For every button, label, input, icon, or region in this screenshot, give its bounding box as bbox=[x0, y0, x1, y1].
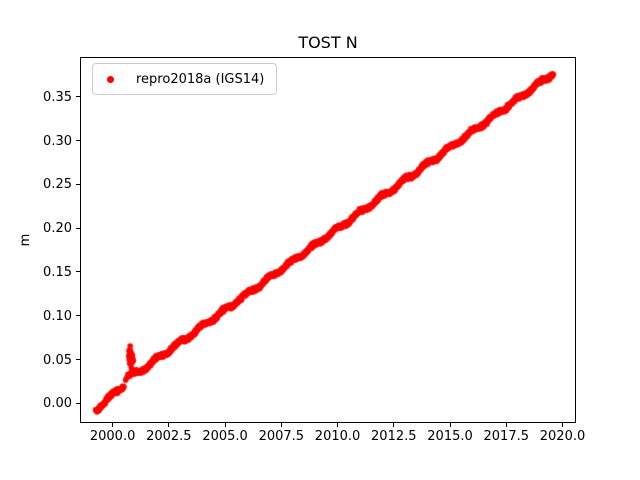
legend: repro2018a (IGS14) bbox=[92, 63, 278, 95]
x-tick-mark bbox=[112, 423, 114, 427]
x-tick-label: 2017.5 bbox=[483, 429, 530, 444]
y-tick-mark bbox=[76, 96, 80, 98]
y-tick-mark bbox=[76, 359, 80, 361]
y-tick-label: 0.10 bbox=[43, 308, 72, 324]
y-tick-label: 0.05 bbox=[43, 352, 72, 368]
y-tick-mark bbox=[76, 227, 80, 229]
x-tick-mark bbox=[393, 423, 395, 427]
x-tick-label: 2007.5 bbox=[258, 429, 305, 444]
x-tick-label: 2020.0 bbox=[539, 429, 586, 444]
x-tick-label: 2015.0 bbox=[427, 429, 473, 444]
x-tick-mark bbox=[224, 423, 226, 427]
y-tick-mark bbox=[76, 402, 80, 404]
y-tick-label: 0.35 bbox=[43, 89, 72, 105]
legend-entry-label: repro2018a (IGS14) bbox=[136, 71, 265, 87]
x-tick-mark bbox=[505, 423, 507, 427]
y-tick-mark bbox=[76, 140, 80, 142]
x-tick-mark bbox=[449, 423, 451, 427]
x-tick-label: 2002.5 bbox=[146, 429, 192, 444]
x-tick-label: 2000.0 bbox=[89, 429, 136, 444]
x-tick-mark bbox=[280, 423, 282, 427]
y-tick-label: 0.30 bbox=[43, 133, 72, 149]
y-tick-mark bbox=[76, 271, 80, 273]
y-tick-label: 0.20 bbox=[43, 221, 72, 237]
x-tick-label: 2012.5 bbox=[371, 429, 417, 444]
x-tick-mark bbox=[562, 423, 563, 427]
x-tick-label: 2005.0 bbox=[202, 429, 248, 444]
x-tick-mark bbox=[337, 423, 339, 427]
x-tick-label: 2010.0 bbox=[314, 429, 361, 444]
y-tick-mark bbox=[76, 315, 80, 317]
scatter-series-repro2018a bbox=[80, 57, 576, 423]
x-tick-mark bbox=[168, 423, 170, 427]
y-tick-mark bbox=[76, 183, 80, 185]
y-tick-label: 0.00 bbox=[43, 396, 72, 412]
y-tick-label: 0.15 bbox=[43, 264, 72, 280]
chart-title: TOST N bbox=[298, 33, 358, 52]
legend-marker-dot-icon bbox=[107, 75, 114, 83]
y-tick-label: 0.25 bbox=[43, 177, 72, 193]
